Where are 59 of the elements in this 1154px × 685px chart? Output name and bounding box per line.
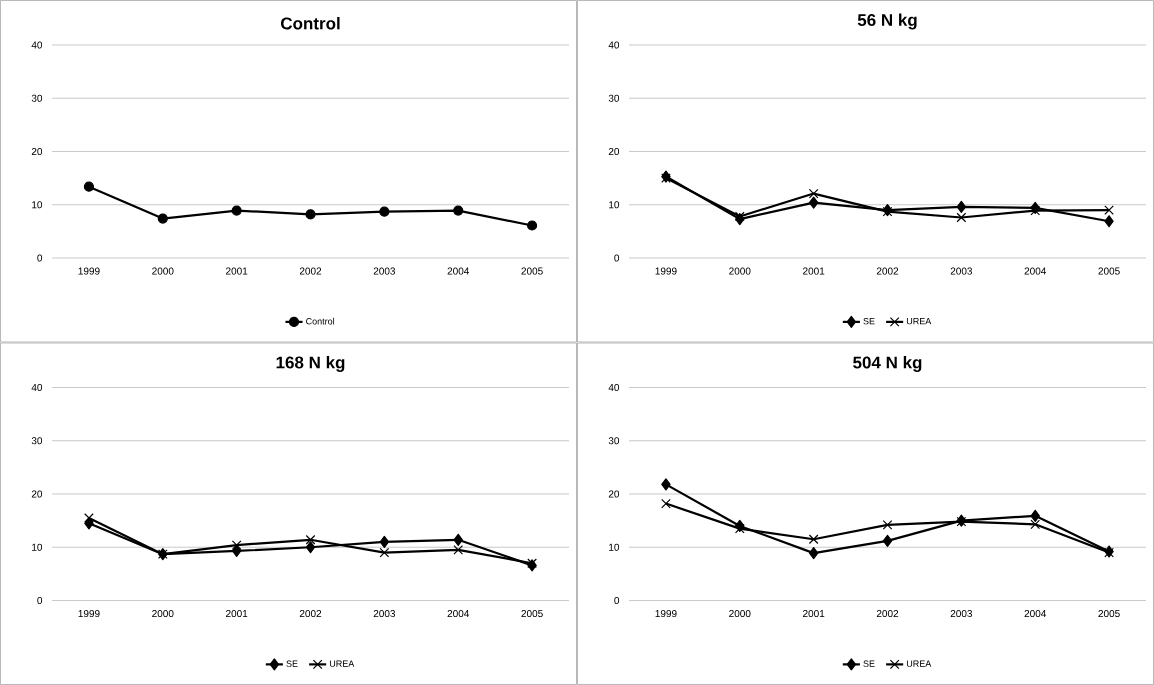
y-tick-label: 0 — [37, 596, 43, 605]
y-tick-label: 40 — [608, 383, 620, 392]
y-tick-label: 20 — [608, 490, 620, 498]
x-tick-label: 2003 — [950, 267, 973, 275]
x-tick-label: 2002 — [876, 267, 899, 275]
x-tick-label: 2003 — [373, 610, 396, 618]
x-tick-label: 1999 — [78, 610, 100, 618]
x-tick-label: 2000 — [729, 610, 751, 618]
x-tick-label: 2005 — [1098, 267, 1120, 275]
x-tick-label: 2004 — [447, 610, 470, 618]
x-tick-label: 2004 — [447, 267, 470, 275]
x-tick-label: 1999 — [655, 267, 677, 275]
y-tick-label: 10 — [32, 543, 43, 551]
x-tick-label: 2001 — [226, 267, 248, 275]
y-tick-label: 20 — [31, 147, 43, 156]
legend-label: Control — [306, 317, 335, 325]
legend-label: UREA — [329, 660, 355, 667]
y-tick-label: 30 — [31, 437, 43, 445]
x-tick-label: 2002 — [299, 267, 322, 275]
y-tick-label: 0 — [614, 254, 620, 262]
x-tick-label: 2000 — [152, 267, 174, 275]
x-tick-label: 2001 — [803, 267, 825, 275]
x-tick-label: 1999 — [655, 610, 677, 618]
legend-label: SE — [286, 660, 298, 667]
legend-label: UREA — [906, 318, 932, 325]
x-tick-label: 2002 — [876, 610, 899, 618]
y-tick-label: 0 — [37, 254, 43, 262]
x-tick-label: 1999 — [78, 267, 100, 275]
x-tick-label: 2005 — [521, 610, 543, 618]
y-tick-label: 20 — [608, 147, 620, 156]
y-tick-label: 30 — [31, 94, 43, 102]
chart-title: 168 N kg — [276, 356, 345, 372]
y-tick-label: 0 — [614, 596, 620, 605]
y-tick-label: 30 — [608, 437, 620, 445]
chart-title: Control — [280, 16, 340, 30]
chart-title: 504 N kg — [853, 356, 922, 372]
x-tick-label: 2003 — [950, 610, 973, 618]
y-tick-label: 10 — [609, 201, 620, 209]
legend-label: UREA — [906, 660, 932, 667]
y-tick-label: 10 — [32, 201, 43, 209]
legend-label: SE — [863, 660, 875, 667]
y-tick-label: 40 — [31, 383, 43, 392]
chart-title: 56 N kg — [857, 13, 917, 30]
x-tick-label: 2001 — [226, 610, 248, 618]
x-tick-label: 2002 — [299, 610, 322, 618]
x-tick-label: 2000 — [729, 267, 751, 275]
y-tick-label: 10 — [609, 543, 620, 551]
y-tick-label: 30 — [608, 94, 620, 102]
x-tick-label: 2000 — [152, 610, 174, 618]
y-tick-label: 40 — [31, 41, 43, 49]
legend-label: SE — [863, 317, 875, 325]
x-tick-label: 2004 — [1024, 267, 1047, 275]
y-tick-label: 40 — [608, 41, 620, 49]
x-tick-label: 2005 — [521, 267, 543, 275]
x-tick-label: 2001 — [803, 610, 825, 618]
y-tick-label: 20 — [31, 490, 43, 498]
x-tick-label: 2004 — [1024, 610, 1047, 618]
x-tick-label: 2003 — [373, 267, 396, 275]
x-tick-label: 2005 — [1098, 610, 1120, 618]
